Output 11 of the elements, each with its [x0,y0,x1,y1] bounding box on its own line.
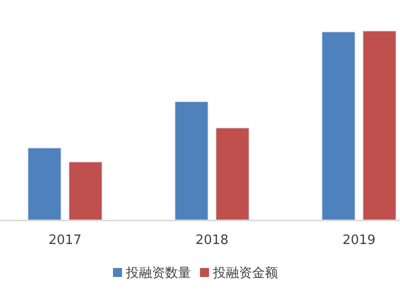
x-tick-label: 2019 [342,233,376,248]
legend-label: 投融资数量 [125,266,191,281]
bar [216,128,250,220]
bar [362,30,396,220]
bar [68,162,102,220]
bar [28,148,62,220]
legend-label: 投融资金额 [212,266,278,281]
x-tick-label: 2017 [48,233,82,248]
bar [174,101,208,220]
x-tick-label: 2018 [195,233,229,248]
bar [322,32,356,220]
